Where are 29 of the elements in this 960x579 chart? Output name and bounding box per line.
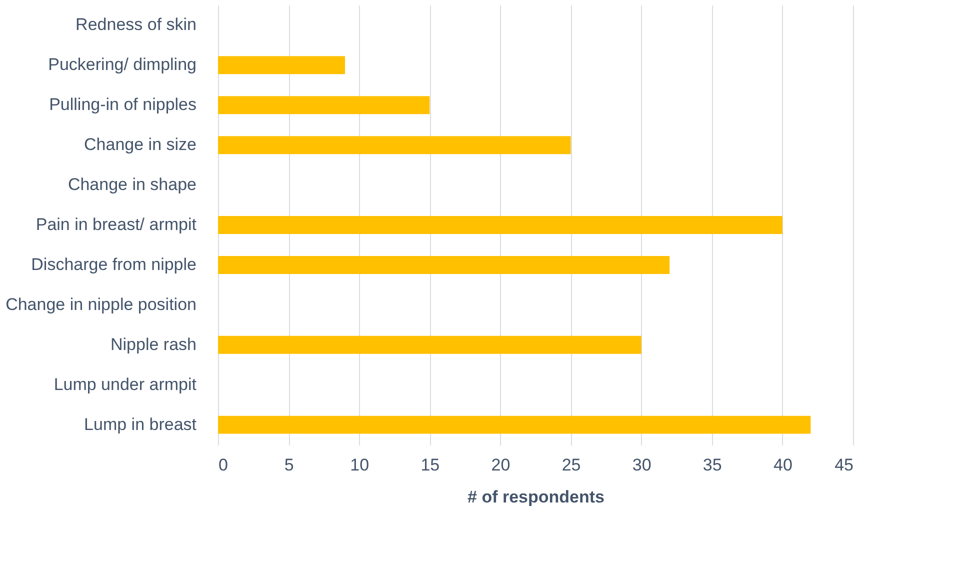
bar [218,56,345,74]
y-tick-label: Change in size [84,135,196,154]
x-axis-title: # of respondents [468,488,604,506]
y-tick-label: Lump under armpit [54,374,197,394]
y-tick-label: Change in shape [68,175,196,194]
x-tick-label: 15 [420,456,440,474]
x-tick-label: 20 [491,456,510,474]
x-tick-label: 10 [350,456,370,474]
y-tick-label: Pain in breast/ armpit [36,215,197,234]
y-tick-label: Discharge from nipple [31,254,196,274]
bar [218,416,811,434]
x-tick-label: 45 [834,456,854,474]
x-tick-label: 25 [562,456,581,474]
bar [218,336,642,354]
bar [218,136,571,154]
bar [218,96,430,114]
y-tick-label: Puckering/ dimpling [48,55,196,74]
y-tick-label: Change in nipple position [6,294,196,314]
x-tick-label: 35 [702,456,722,474]
y-tick-label: Redness of skin [76,15,196,34]
x-tick-label: 40 [773,456,792,474]
bar [218,256,670,274]
x-tick-label: 0 [218,456,228,474]
bar [218,216,782,234]
y-tick-label: Lump in breast [84,414,197,434]
x-tick-label: 30 [632,456,652,474]
x-tick-label: 5 [284,456,294,474]
y-tick-label: Nipple rash [110,334,196,354]
y-tick-label: Pulling-in of nipples [49,95,196,114]
